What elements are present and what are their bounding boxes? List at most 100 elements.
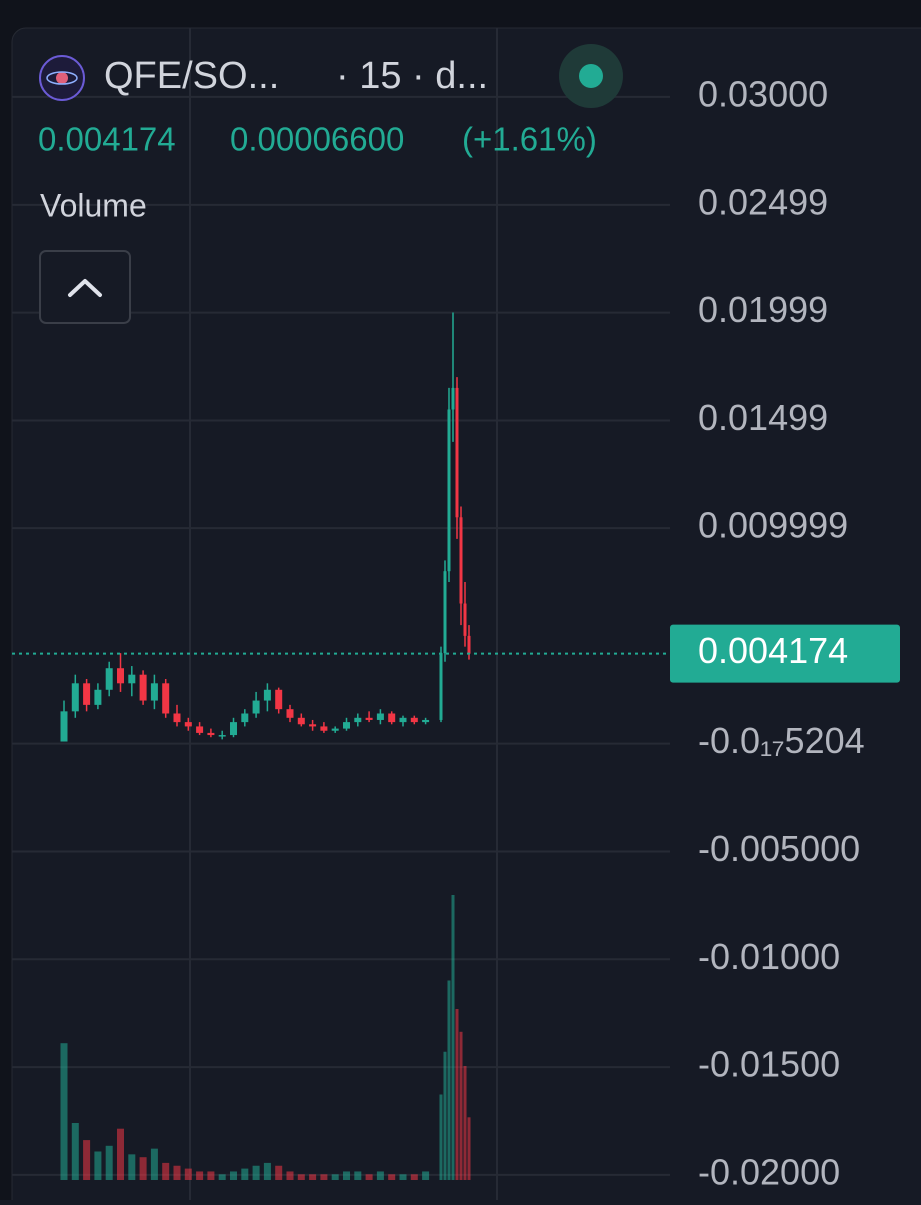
collapse-icon[interactable] (68, 279, 102, 297)
y-axis: 0.03000 0.02499 0.01999 0.01499 0.009999 -0.0… (670, 73, 900, 1192)
candle-body (343, 722, 350, 729)
volume-bar (455, 1009, 459, 1180)
candle-body (455, 387, 459, 518)
candle-body (467, 635, 471, 654)
candle-body (128, 674, 136, 684)
volume-bar (463, 1066, 467, 1180)
volume-bar (354, 1171, 362, 1180)
candle-body (376, 713, 384, 720)
y-tick-label: 0.02499 (698, 181, 828, 222)
volume-bar (309, 1174, 317, 1180)
candle-body (150, 683, 158, 701)
volume-bar (94, 1151, 102, 1180)
volume-bar (388, 1174, 396, 1180)
volume-bar (139, 1157, 147, 1180)
volume-bar (207, 1171, 215, 1180)
volume-bar (331, 1174, 339, 1180)
volume-bar (297, 1174, 305, 1180)
y-tick-label: -0.005000 (698, 828, 860, 869)
candle-body (388, 713, 396, 723)
y-tick-label: 0.01499 (698, 397, 828, 438)
volume-bar (439, 1094, 443, 1180)
volume-bar (365, 1174, 373, 1180)
volume-label: Volume (40, 187, 147, 223)
volume-bar (117, 1128, 124, 1180)
volume-bar (275, 1165, 283, 1180)
interval: · 15 · d... (336, 55, 488, 97)
candle-body (463, 603, 467, 636)
candle-body (252, 700, 260, 714)
collapse-button[interactable] (39, 250, 131, 324)
volume-bar (230, 1171, 237, 1180)
y-tick-label: -0.01500 (698, 1044, 840, 1085)
volume-bar (451, 895, 455, 1180)
candle-body (399, 717, 407, 723)
candle-body (105, 668, 113, 690)
panel (11, 27, 921, 1205)
volume-bar (286, 1171, 294, 1180)
status-dot[interactable] (579, 64, 603, 88)
volume-bar (184, 1168, 192, 1180)
candle-body (354, 717, 362, 723)
candle-body (286, 709, 294, 718)
candle-body (207, 732, 215, 736)
volume-bar (467, 1117, 471, 1180)
candle-body (196, 726, 204, 733)
volume-bar (162, 1162, 170, 1180)
volume-bar (71, 1123, 79, 1180)
candle-body (241, 713, 249, 723)
candle-body (71, 683, 79, 712)
candle-body (139, 674, 147, 701)
last-price-tag (670, 624, 900, 683)
candle-body (230, 722, 237, 736)
volume-bar (443, 1051, 447, 1180)
candle-body (365, 717, 373, 720)
header: QFE/SO... · 15 · d... 0.004174 0.0000660… (38, 44, 623, 324)
candle-body (320, 726, 328, 731)
candle-body (275, 689, 283, 710)
volume-bar (173, 1165, 181, 1180)
y-tick-label: 0.03000 (698, 73, 828, 114)
candle-body (162, 683, 170, 714)
candle-body (218, 735, 226, 737)
volume-bar (447, 980, 451, 1180)
volume-bar (422, 1171, 430, 1180)
symbol: QFE/SO... (104, 55, 279, 97)
last-price: 0.004174 (38, 121, 176, 158)
candle-body (309, 724, 317, 727)
volume-bar (410, 1174, 418, 1180)
candle-body (94, 689, 102, 705)
candle-body (117, 668, 124, 684)
candle-body (297, 717, 305, 725)
volume-bar (83, 1140, 91, 1180)
volume-bar (263, 1162, 271, 1180)
y-tick-label: -0.02000 (698, 1151, 840, 1192)
y-tick-label: 0.01999 (698, 289, 828, 330)
volume-bar (459, 1031, 463, 1180)
volume-bar (376, 1171, 384, 1180)
candle-body (443, 571, 447, 654)
token-icon-core (56, 72, 68, 84)
candle-body (422, 719, 430, 723)
volume-bar (218, 1174, 226, 1180)
token-icon-orbit (46, 71, 78, 85)
volume-bar (343, 1171, 350, 1180)
candle-body (60, 711, 68, 742)
candle-body (459, 517, 463, 604)
candle-body (263, 689, 271, 701)
y-tick-label: -0.0₁₇5204 (698, 720, 865, 761)
candle-body (439, 653, 443, 720)
candle-body (451, 387, 455, 410)
candle-body (184, 722, 192, 727)
volume-bar (399, 1174, 407, 1180)
candle-body (331, 728, 339, 731)
volume-bar (241, 1168, 249, 1180)
volume-bar (320, 1174, 328, 1180)
candle-body (83, 683, 91, 705)
volume-bar (128, 1154, 136, 1180)
y-tick-label: -0.01000 (698, 936, 840, 977)
volume-bar (252, 1165, 260, 1180)
volume-bar (105, 1145, 113, 1180)
volume-bar (196, 1171, 204, 1180)
